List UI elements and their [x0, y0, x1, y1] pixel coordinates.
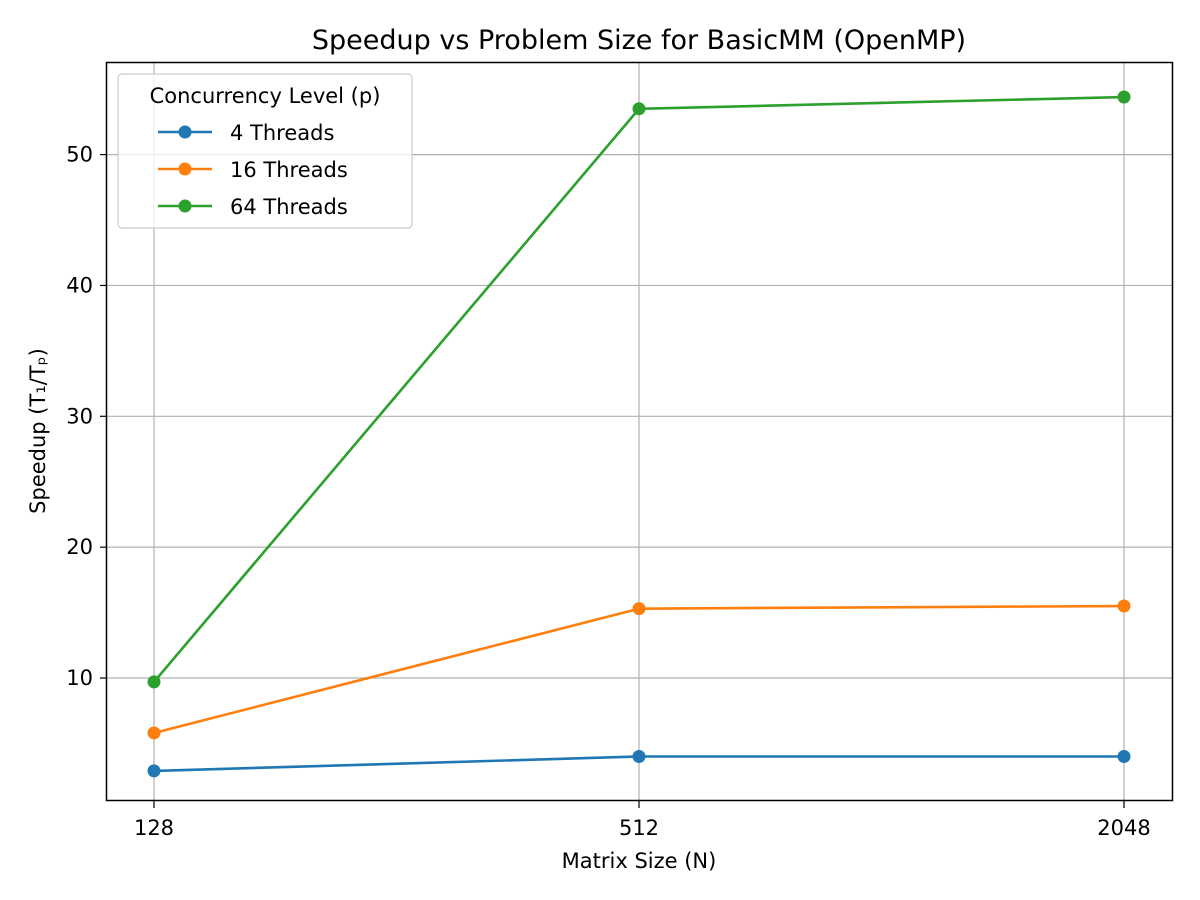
plot-frame: [105, 61, 1174, 802]
data-point: [632, 602, 646, 616]
series-layer: [147, 90, 1131, 778]
legend-label: 4 Threads: [230, 121, 334, 145]
legend-title: Concurrency Level (p): [150, 84, 381, 108]
legend-box: [117, 73, 413, 229]
chart-title: Speedup vs Problem Size for BasicMM (Ope…: [312, 25, 966, 56]
legend-entry-1: 16 Threads: [158, 158, 348, 182]
data-point: [632, 102, 646, 116]
legend-marker: [178, 162, 192, 176]
legend-marker: [178, 125, 192, 139]
x-axis-label: Matrix Size (N): [562, 849, 717, 873]
data-point: [147, 764, 161, 778]
data-point: [147, 726, 161, 740]
ticks: 128 512 2048 10 20 30 40 50: [66, 143, 1150, 840]
series-2: [147, 90, 1131, 689]
legend-entry-0: 4 Threads: [158, 121, 334, 145]
legend: Concurrency Level (p) 4 Threads 16 Thread…: [117, 73, 413, 229]
data-point: [1117, 750, 1131, 764]
y-axis-label: Speedup (T₁/Tₚ): [26, 348, 50, 514]
x-tick-label: 128: [134, 816, 174, 840]
series-0: [147, 750, 1131, 778]
legend-entry-2: 64 Threads: [158, 195, 348, 219]
legend-marker: [178, 199, 192, 213]
legend-label: 64 Threads: [230, 195, 348, 219]
series-1: [147, 599, 1131, 740]
y-tick-label: 30: [66, 404, 93, 428]
legend-label: 16 Threads: [230, 158, 348, 182]
x-tick-label: 512: [619, 816, 659, 840]
data-point: [1117, 599, 1131, 613]
y-tick-label: 10: [66, 666, 93, 690]
y-tick-label: 20: [66, 535, 93, 559]
y-tick-label: 50: [66, 143, 93, 167]
x-tick-label: 2048: [1097, 816, 1150, 840]
data-point: [147, 675, 161, 689]
data-point: [1117, 90, 1131, 104]
y-tick-label: 40: [66, 273, 93, 297]
data-point: [632, 750, 646, 764]
